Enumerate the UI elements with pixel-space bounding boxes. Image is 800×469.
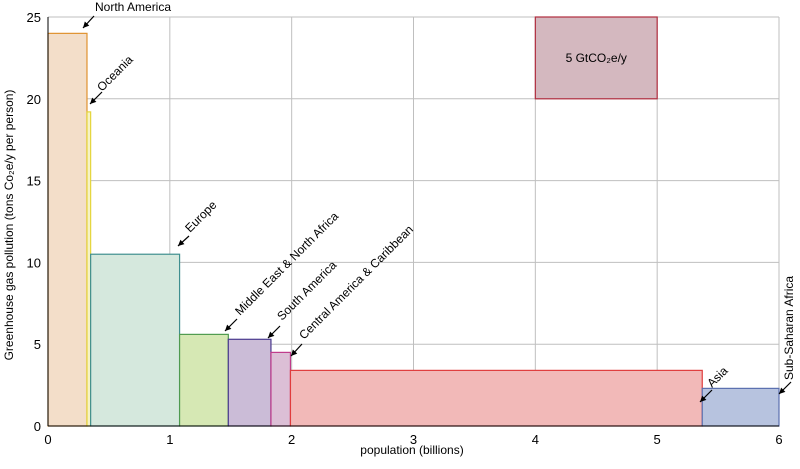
region-central-america-caribbean-arrowhead: [291, 349, 298, 356]
x-tick-label: 1: [166, 432, 173, 447]
bar-south-america: [227, 338, 272, 427]
region-asia-arrowhead: [700, 395, 707, 402]
bar-central-america-caribbean: [270, 351, 292, 427]
bar-north-america: [47, 32, 88, 427]
y-tick-label: 15: [27, 174, 41, 189]
scale-key-label: 5 GtCO₂e/y: [566, 51, 627, 65]
label-north-america: North America: [95, 0, 171, 14]
x-tick-label: 6: [775, 432, 782, 447]
bars: [47, 32, 780, 427]
y-tick-label: 20: [27, 92, 41, 107]
x-tick-label: 2: [288, 432, 295, 447]
region-middle-east-north-africa-arrowhead: [225, 324, 232, 331]
x-tick-label: 3: [410, 432, 417, 447]
y-tick-label: 5: [34, 337, 41, 352]
y-axis-label: Greenhouse gas pollution (tons Co₂e/y pe…: [2, 90, 16, 361]
x-tick-label: 0: [44, 432, 51, 447]
axes: [47, 17, 779, 427]
label-oceania: Oceania: [94, 52, 136, 94]
region-south-america-arrowhead: [268, 331, 275, 338]
y-tick-label: 25: [27, 10, 41, 25]
tick-labels: 0 1 2 3 4 5 6 0 5 10 15 20 25: [27, 10, 783, 447]
bar-europe: [90, 253, 181, 427]
label-europe: Europe: [182, 198, 219, 235]
bar-sub-saharan-africa: [701, 387, 780, 427]
y-tick-label: 10: [27, 255, 41, 270]
x-tick-label: 4: [532, 432, 539, 447]
scale-key-box: [534, 16, 658, 100]
x-axis-label: population (billions): [360, 443, 463, 457]
y-tick-label: 0: [34, 419, 41, 434]
region-north-america-arrowhead: [83, 21, 90, 28]
scale-key: 5 GtCO₂e/y: [534, 16, 658, 100]
label-sub-saharan-africa: Sub-Saharan Africa: [782, 276, 796, 380]
label-asia: Asia: [704, 363, 731, 390]
region-sub-saharan-africa-arrowhead: [779, 387, 786, 394]
region-europe-arrowhead: [178, 239, 185, 246]
bar-middle-east-north-africa: [178, 333, 229, 427]
x-tick-label: 5: [654, 432, 661, 447]
bar-asia: [289, 369, 703, 427]
region-oceania-arrowhead: [90, 97, 97, 104]
